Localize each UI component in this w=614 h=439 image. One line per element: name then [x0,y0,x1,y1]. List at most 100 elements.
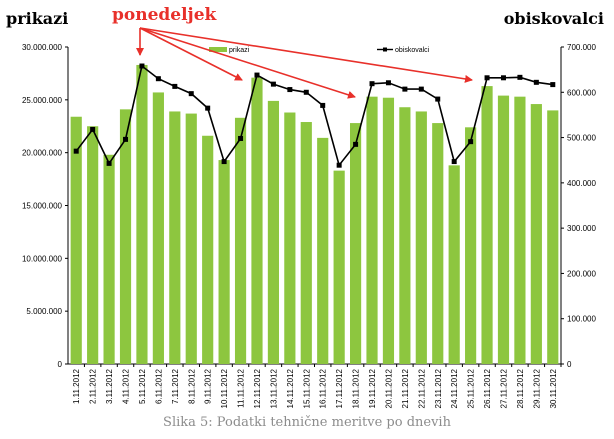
line-series [73,63,556,168]
x-tick-label: 6.11.2012 [154,368,163,404]
x-tick-label: 17.11.2012 [335,368,344,408]
line-point [155,76,161,82]
bar [103,154,115,364]
line-point [435,96,441,102]
line-point [500,75,506,81]
right-tick-label: 100.000 [567,315,596,324]
legend-line-label: obiskovalci [395,47,430,54]
bar [87,126,99,364]
right-axis-title: obiskovalci [503,9,604,28]
line-point [517,74,523,80]
right-tick-label: 400.000 [567,179,596,188]
line-point [172,83,178,89]
line-point [106,160,112,166]
right-tick-label: 0 [567,360,572,369]
right-tick-label: 700.000 [567,43,596,52]
x-tick-label: 3.11.2012 [105,368,114,404]
x-tick-label: 10.11.2012 [220,368,229,408]
line-point [320,102,326,108]
line-point [468,139,474,145]
x-tick-label: 22.11.2012 [417,368,426,408]
bar [530,104,542,364]
x-tick-label: 15.11.2012 [302,368,311,408]
line-point [336,162,342,168]
bar [333,170,345,364]
bar [169,111,181,364]
bar [349,123,362,364]
bar [399,107,411,364]
line-point [385,80,391,86]
x-tick-label: 29.11.2012 [532,368,541,408]
x-tick-label: 1.11.2012 [72,368,81,404]
x-tick-label: 27.11.2012 [499,368,508,408]
bar [70,116,82,365]
monday-annotation: ponedeljek [112,5,217,25]
line-point [550,82,556,88]
bar [514,96,526,364]
left-tick-label: 10.000.000 [22,254,63,263]
line-point [188,91,194,97]
x-tick-label: 9.11.2012 [204,368,213,404]
x-axis-labels: 1.11.2012 2.11.2012 3.11.2012 4.11.2012 5.11… [72,364,562,408]
x-tick-label: 20.11.2012 [384,368,393,408]
left-axis-title: prikazi [6,9,69,28]
annotation-arrows [136,27,473,99]
x-tick-label: 8.11.2012 [187,368,196,404]
left-tick-label: 25.000.000 [22,96,63,105]
bar [119,109,132,365]
bar [300,122,312,364]
bar [382,97,395,364]
line-point [402,86,408,92]
bar [366,96,378,364]
bar [152,92,164,364]
figure-caption: Slika 5: Podatki tehnične meritve po dne… [163,415,451,430]
line-point [418,86,424,92]
bar [136,64,148,365]
line-point [221,159,227,165]
line-point [139,63,145,69]
bar [547,110,559,365]
x-tick-label: 14.11.2012 [286,368,295,408]
bar [251,77,263,364]
left-axis-ticks: 0 5.000.000 10.000.000 15.000.000 20.000.000… [22,43,68,369]
x-tick-label: 16.11.2012 [319,368,328,408]
left-tick-label: 15.000.000 [22,202,63,211]
bar [234,117,247,365]
bar [481,86,493,364]
line-point [451,159,457,165]
line-point [353,141,359,147]
right-tick-label: 600.000 [567,88,596,97]
line-point [238,135,244,141]
line-point [254,72,260,78]
annotation-arrow [139,27,243,81]
line-point [533,79,539,85]
annotation-arrow [139,27,473,83]
x-tick-label: 30.11.2012 [549,368,558,408]
line-point [73,148,79,154]
bar [284,112,296,364]
left-tick-label: 5.000.000 [26,307,62,316]
x-tick-label: 5.11.2012 [138,368,147,404]
bar [218,160,230,364]
bar [185,113,197,364]
line-point [369,81,375,87]
left-tick-label: 20.000.000 [22,149,63,158]
bar [465,127,477,364]
annotation-arrow [139,27,356,99]
visitors-line [75,64,553,167]
line-point [303,89,309,95]
x-tick-label: 4.11.2012 [122,368,131,404]
x-tick-label: 2.11.2012 [89,368,98,404]
right-tick-label: 200.000 [567,269,596,278]
x-tick-label: 24.11.2012 [450,368,459,408]
right-tick-label: 300.000 [567,224,596,233]
left-tick-label: 0 [58,360,63,369]
line-point [287,87,293,93]
bar-series [70,64,559,365]
x-tick-label: 11.11.2012 [237,368,246,407]
bar [267,100,280,364]
bar [497,95,510,365]
x-tick-label: 23.11.2012 [434,368,443,408]
x-tick-label: 19.11.2012 [368,368,377,408]
